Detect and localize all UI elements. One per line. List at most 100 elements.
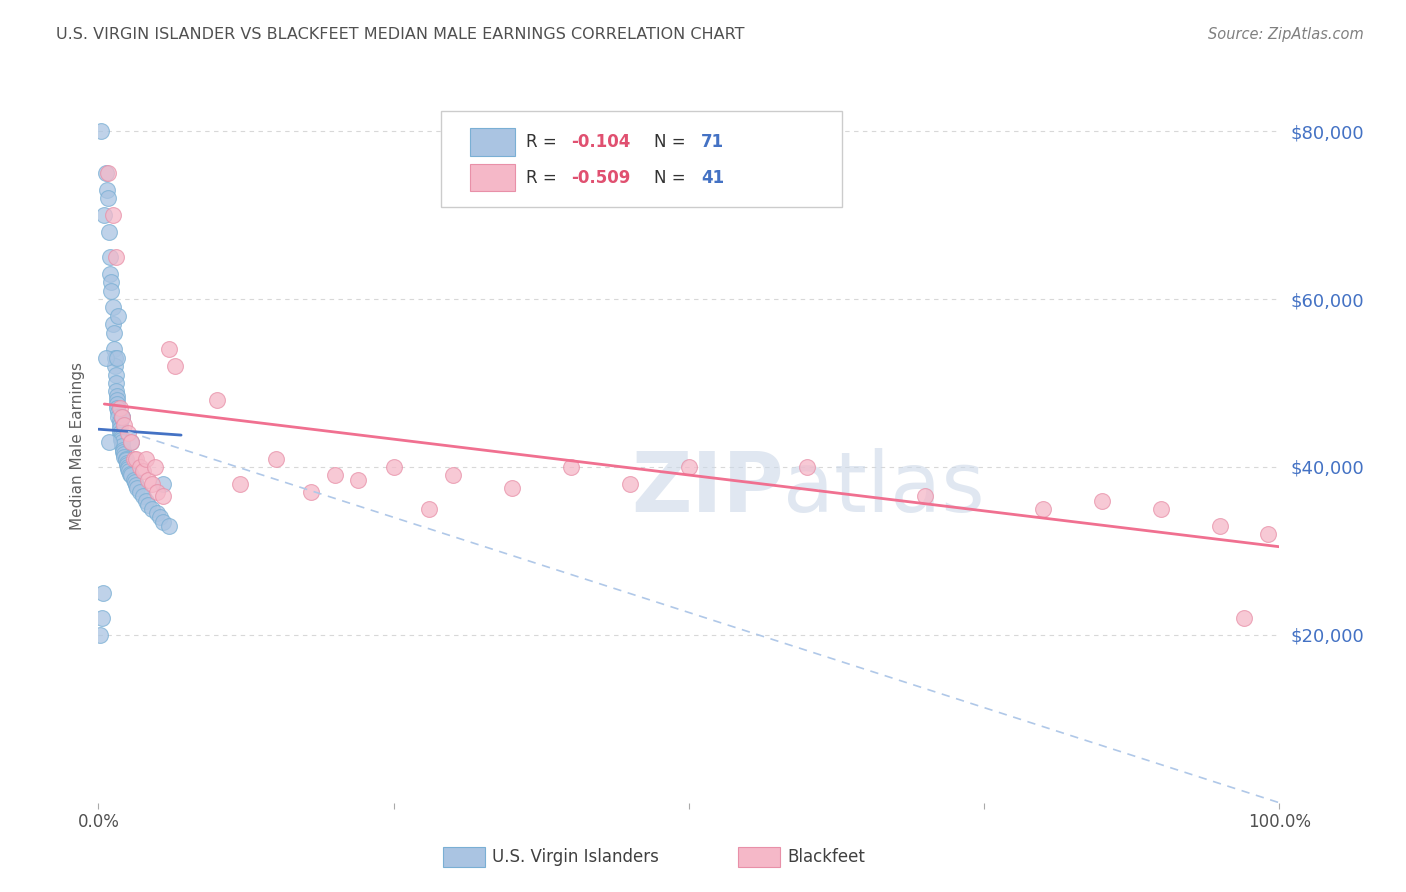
Point [98, 267, 121, 281]
Point [132, 489, 155, 503]
Point [264, 451, 287, 466]
Y-axis label: Median Male Earnings: Median Male Earnings [70, 362, 86, 530]
Point [121, 468, 143, 483]
Point [382, 460, 405, 475]
Point [91, 611, 114, 625]
Point [152, 515, 174, 529]
Text: Source: ZipAtlas.com: Source: ZipAtlas.com [1208, 27, 1364, 42]
Point [108, 414, 131, 428]
Point [125, 478, 148, 492]
Point [205, 392, 228, 407]
Point [122, 451, 145, 466]
FancyBboxPatch shape [471, 128, 516, 155]
Point [141, 502, 163, 516]
Point [124, 475, 146, 489]
Point [94, 166, 117, 180]
Point [229, 476, 252, 491]
Point [89, 628, 111, 642]
Point [110, 431, 132, 445]
Point [98, 434, 121, 449]
Text: Blackfeet: Blackfeet [787, 848, 865, 866]
Point [132, 464, 155, 478]
Point [105, 368, 128, 382]
Point [105, 376, 128, 390]
Point [157, 343, 180, 357]
Point [104, 351, 127, 365]
Point [93, 208, 115, 222]
Point [107, 409, 129, 424]
Point [146, 485, 169, 500]
Point [101, 318, 124, 332]
Point [114, 451, 136, 466]
Point [141, 476, 163, 491]
Text: R =: R = [526, 169, 562, 186]
Point [165, 359, 187, 374]
Point [152, 489, 174, 503]
Point [149, 510, 172, 524]
Point [136, 498, 159, 512]
Point [115, 458, 138, 473]
Text: atlas: atlas [783, 449, 986, 529]
Point [115, 456, 138, 470]
Point [101, 208, 124, 222]
Point [1032, 502, 1054, 516]
Point [97, 191, 120, 205]
Point [1209, 518, 1232, 533]
Point [117, 461, 139, 475]
Point [112, 417, 135, 432]
Point [1233, 611, 1256, 625]
Point [796, 460, 818, 475]
Point [108, 401, 131, 416]
Point [105, 392, 128, 407]
Point [128, 485, 150, 500]
Point [135, 451, 157, 466]
Point [98, 250, 121, 264]
Text: N =: N = [654, 133, 690, 151]
Text: N =: N = [654, 169, 690, 186]
Point [111, 409, 134, 424]
Point [105, 250, 128, 264]
Point [112, 443, 135, 458]
Point [98, 225, 121, 239]
Point [105, 351, 128, 365]
Point [347, 473, 370, 487]
Point [136, 473, 159, 487]
Text: 41: 41 [700, 169, 724, 186]
Text: R =: R = [526, 133, 562, 151]
Text: 71: 71 [700, 133, 724, 151]
Point [103, 343, 125, 357]
Point [418, 502, 440, 516]
Point [117, 426, 139, 441]
Point [914, 489, 936, 503]
Point [103, 326, 125, 340]
Point [1150, 502, 1173, 516]
Point [121, 434, 143, 449]
Point [441, 468, 464, 483]
Point [112, 445, 135, 459]
Point [152, 476, 174, 491]
Point [143, 460, 166, 475]
Point [118, 464, 141, 478]
Point [127, 481, 149, 495]
Point [299, 485, 322, 500]
Point [157, 518, 180, 533]
Text: -0.104: -0.104 [571, 133, 630, 151]
FancyBboxPatch shape [441, 111, 842, 207]
Point [97, 166, 120, 180]
Point [111, 439, 134, 453]
Point [135, 493, 157, 508]
Point [678, 460, 700, 475]
Point [105, 397, 128, 411]
Point [108, 422, 131, 436]
Point [111, 409, 134, 424]
Point [120, 467, 142, 481]
Point [105, 401, 128, 416]
FancyBboxPatch shape [471, 164, 516, 191]
Point [110, 433, 132, 447]
Point [107, 309, 129, 323]
Point [105, 389, 128, 403]
Point [146, 506, 169, 520]
Point [94, 351, 117, 365]
Point [111, 409, 134, 424]
Point [105, 384, 128, 399]
